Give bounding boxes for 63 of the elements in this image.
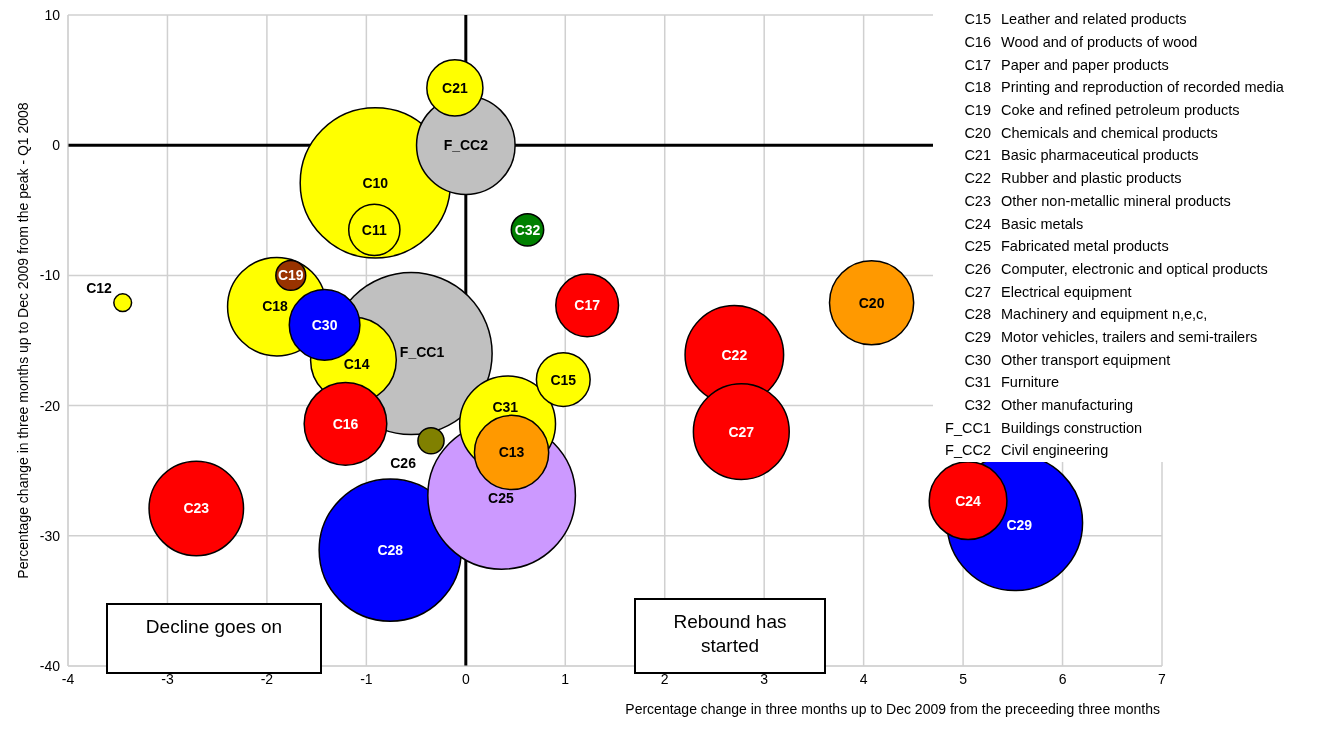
series-label: C28 xyxy=(377,542,404,559)
annotation: C32 Other manufacturing xyxy=(963,397,1134,414)
series-label: C21 xyxy=(442,79,468,96)
series-label: C17 xyxy=(574,297,601,314)
annotation: C16 Wood and of products of wood xyxy=(963,34,1198,51)
y-tick-label: -10 xyxy=(39,267,61,284)
annotation: C24 Basic metals xyxy=(963,215,1084,232)
series-label: C19 xyxy=(277,267,304,284)
annotation: C29 Motor vehicles, trailers and semi-trailers xyxy=(963,328,1258,345)
y-tick-label: 10 xyxy=(44,6,61,23)
annotation: C23 Other non-metallic mineral products xyxy=(963,192,1231,209)
annotation: C19 Coke and refined petroleum products xyxy=(963,102,1240,119)
series-label: C18 xyxy=(262,297,289,314)
series-label: C26 xyxy=(390,454,417,471)
x-tick-label: -4 xyxy=(61,670,75,687)
y-tick-label: -20 xyxy=(39,397,61,414)
x-tick-label: -1 xyxy=(360,670,373,687)
series-label: C14 xyxy=(343,355,370,372)
series-label: C20 xyxy=(858,294,885,311)
series-label: C32 xyxy=(514,221,541,238)
annotation: C15 Leather and related products xyxy=(963,11,1187,28)
annotation: C28 Machinery and equipment n,e,c, xyxy=(963,306,1208,323)
x-axis-title: Percentage change in three months up to Dec 2009 from the preceeding three months xyxy=(625,701,1160,717)
annotation: C22 Rubber and plastic products xyxy=(963,170,1182,187)
series-label: C12 xyxy=(86,279,113,296)
x-tick-label: 0 xyxy=(461,670,470,687)
y-tick-label: -40 xyxy=(39,657,61,674)
series-label: C22 xyxy=(721,346,748,363)
series-label: C13 xyxy=(498,444,525,461)
text-box: Rebound has started xyxy=(634,598,826,674)
annotation: C27 Electrical equipment xyxy=(963,283,1132,300)
series-label: C30 xyxy=(311,316,338,333)
annotation: C26 Computer, electronic and optical products xyxy=(963,260,1268,277)
y-axis-title: Percentage change in three months up to Dec 2009 from the peak - Q1 2008 xyxy=(14,102,31,579)
series-label: F_CC2 xyxy=(443,137,489,154)
annotation: F_CC1 Buildings construction xyxy=(944,419,1143,436)
x-tick-label: 7 xyxy=(1158,670,1167,687)
y-tick-label: 0 xyxy=(52,137,61,154)
annotation: F_CC2 Civil engineering xyxy=(944,442,1109,459)
x-tick-label: 1 xyxy=(561,670,570,687)
annotation: C31 Furniture xyxy=(963,374,1060,391)
series-label: C29 xyxy=(1006,516,1033,533)
series-label: C25 xyxy=(488,490,514,507)
series-label: C16 xyxy=(332,415,359,432)
series-label: C24 xyxy=(955,492,982,509)
series-label: C27 xyxy=(728,423,755,440)
series-label: C15 xyxy=(550,371,577,388)
series-label: F_CC1 xyxy=(399,344,445,361)
annotation: C18 Printing and reproduction of recorded media xyxy=(963,79,1284,96)
series-label: C31 xyxy=(492,398,519,415)
series-label: C11 xyxy=(361,221,387,238)
annotation: C20 Chemicals and chemical products xyxy=(963,124,1218,141)
annotation: C17 Paper and paper products xyxy=(963,56,1169,73)
series-label: C10 xyxy=(362,174,389,191)
annotation: C21 Basic pharmaceutical products xyxy=(963,147,1199,164)
text-box: Decline goes on xyxy=(106,603,322,674)
x-tick-label: 6 xyxy=(1058,670,1067,687)
x-tick-label: 5 xyxy=(959,670,968,687)
series-label: C23 xyxy=(183,500,210,517)
annotation: C30 Other transport equipment xyxy=(963,351,1171,368)
x-tick-label: 4 xyxy=(859,670,868,687)
y-tick-label: -30 xyxy=(39,527,61,544)
annotation: C25 Fabricated metal products xyxy=(963,238,1169,255)
